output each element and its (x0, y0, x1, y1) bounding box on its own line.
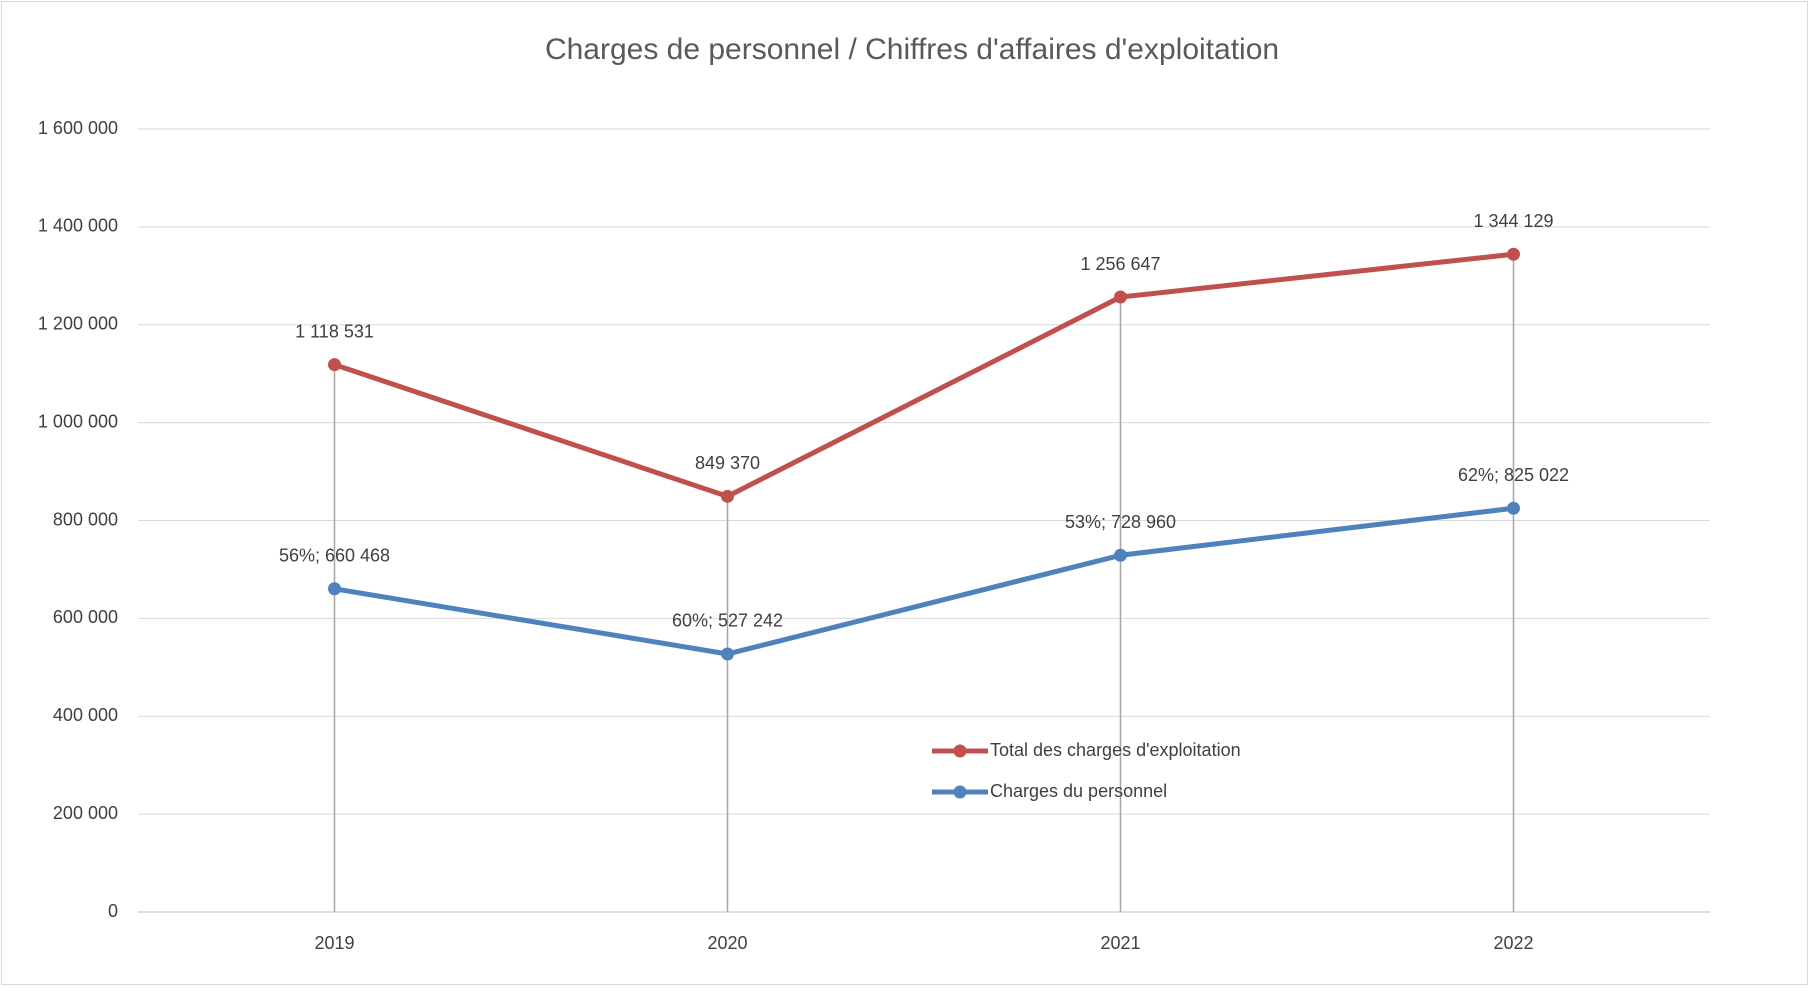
series-line (334, 505, 1514, 657)
y-tick-label: 1 000 000 (38, 411, 118, 431)
data-point (1507, 247, 1520, 261)
y-tick-label: 800 000 (53, 509, 118, 529)
data-label: 60%; 527 242 (672, 611, 783, 631)
data-label: 56%; 660 468 (279, 546, 390, 566)
legend-marker (953, 744, 967, 758)
y-tick-label: 1 600 000 (38, 118, 118, 138)
y-tick-label: 400 000 (53, 705, 118, 725)
x-tick-label: 2020 (707, 933, 747, 953)
legend-label: Charges du personnel (990, 781, 1167, 801)
x-tick-label: 2021 (1100, 933, 1140, 953)
y-tick-label: 0 (108, 901, 118, 921)
x-tick-label: 2019 (314, 933, 354, 953)
data-label: 53%; 728 960 (1065, 512, 1176, 532)
data-point (721, 647, 734, 661)
y-tick-label: 200 000 (53, 803, 118, 823)
x-tick-label: 2022 (1493, 933, 1533, 953)
data-label: 1 344 129 (1473, 211, 1553, 231)
y-tick-label: 1 400 000 (38, 216, 118, 236)
data-point (328, 582, 341, 596)
data-point (721, 489, 734, 503)
data-point (1114, 290, 1127, 304)
data-point (328, 358, 341, 372)
data-label: 62%; 825 022 (1458, 465, 1569, 485)
y-tick-label: 1 200 000 (38, 314, 118, 334)
legend-marker (953, 785, 967, 799)
data-label: 1 118 531 (295, 321, 374, 341)
data-label: 1 256 647 (1080, 254, 1160, 274)
series-line (333, 251, 1514, 499)
data-point (1507, 501, 1520, 515)
data-label: 849 370 (695, 453, 760, 473)
data-point (1114, 548, 1127, 562)
chart-title: Charges de personnel / Chiffres d'affair… (545, 33, 1279, 66)
legend-label: Total des charges d'exploitation (990, 740, 1241, 760)
y-tick-label: 600 000 (53, 607, 118, 627)
